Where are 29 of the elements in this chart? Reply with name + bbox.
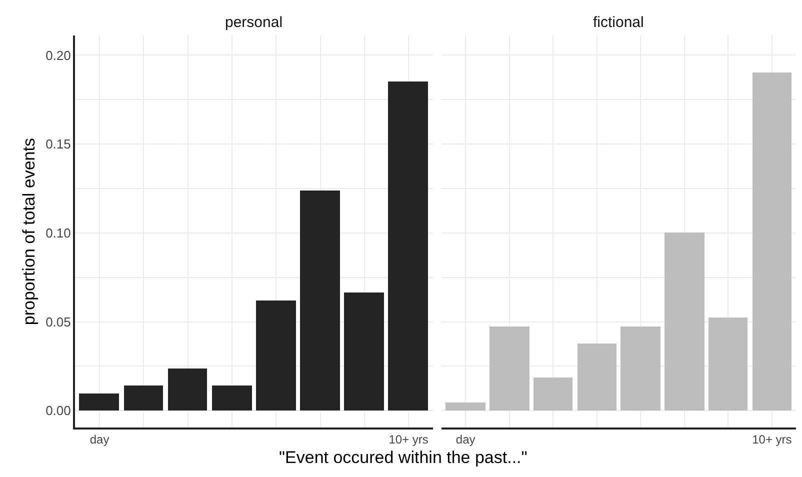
- bar: [446, 402, 486, 411]
- y-tick-label: 0.05: [46, 314, 71, 330]
- bar: [300, 190, 340, 411]
- bar: [256, 300, 296, 411]
- y-tick-label: 0.10: [46, 225, 71, 240]
- chart-title: fictional: [593, 14, 644, 31]
- x-tick-label: day: [90, 432, 110, 447]
- bar: [490, 326, 530, 411]
- bar: [344, 292, 384, 411]
- chart-title: personal: [225, 14, 283, 31]
- bar: [212, 386, 252, 411]
- bar: [124, 386, 164, 411]
- bar: [664, 232, 705, 411]
- bar: [168, 368, 208, 411]
- bar: [578, 344, 617, 411]
- y-axis-title: proportion of total events: [20, 138, 39, 326]
- x-axis-title: "Event occured within the past...": [279, 448, 528, 467]
- bar: [708, 318, 748, 411]
- y-tick-label: 0.15: [46, 136, 71, 152]
- y-tick-label: 0.20: [46, 48, 71, 63]
- y-tick-label: 0.00: [46, 403, 71, 418]
- bar: [388, 82, 428, 411]
- x-tick-label: day: [456, 432, 476, 447]
- bar: [620, 326, 661, 411]
- bar: [534, 378, 573, 411]
- bar: [752, 72, 792, 411]
- bar: [79, 394, 120, 411]
- x-tick-label: 10+ yrs: [388, 432, 428, 447]
- x-tick-label: 10+ yrs: [752, 432, 792, 447]
